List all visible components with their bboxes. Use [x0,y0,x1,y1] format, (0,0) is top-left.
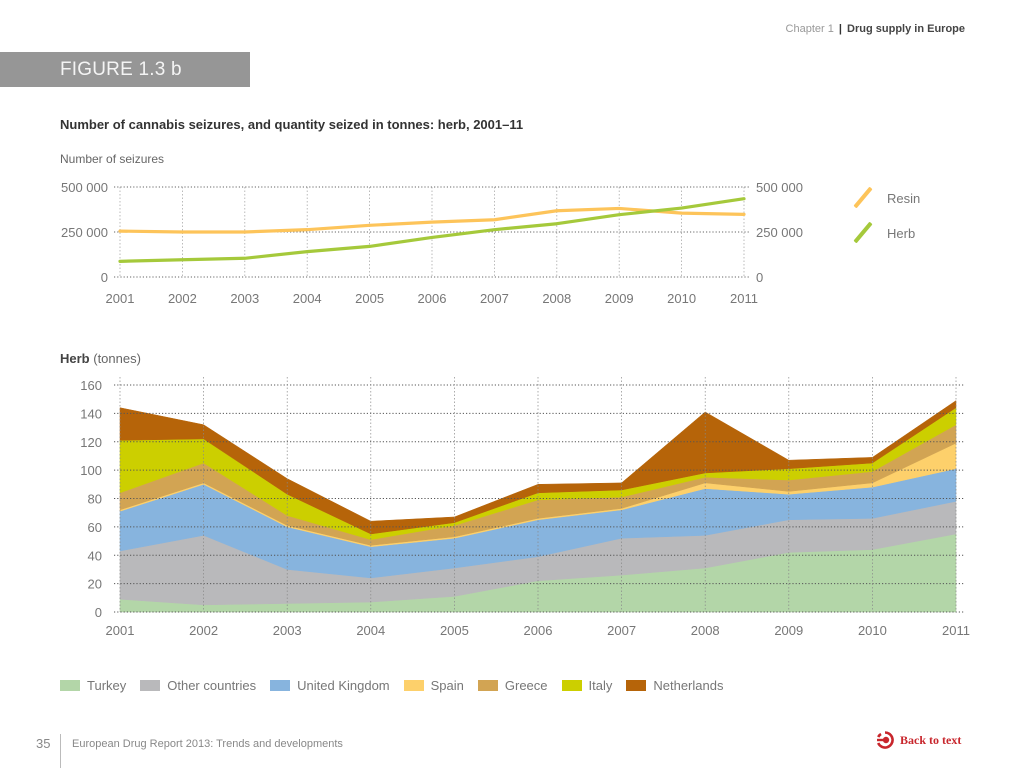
legend-label-italy: Italy [588,678,613,693]
top-x-tick-label: 2007 [480,291,509,306]
legend-label-spain: Spain [430,678,464,693]
bottom-x-tick-label: 2005 [440,623,469,638]
top-x-tick-label: 2006 [418,291,447,306]
chapter-header: Chapter 1 | Drug supply in Europe [786,23,965,35]
bottom-x-tick-label: 2007 [607,623,636,638]
top-chart-legend: Resin Herb [853,182,975,252]
legend-swatch-resin [853,186,873,209]
legend-swatch-netherlands [626,680,647,691]
top-x-tick-label: 2011 [730,291,758,306]
legend-label-turkey: Turkey [87,678,127,693]
legend-item-italy: Italy [561,678,613,693]
report-title: European Drug Report 2013: Trends and de… [72,738,343,750]
legend-swatch-herb [853,221,873,244]
seizures-line-chart: 2001 2002 2003 2004 2005 2006 2007 2008 2009 2010… [61,180,803,306]
legend-swatch-united-kingdom [270,680,291,691]
top-x-tick-label: 2008 [542,291,571,306]
legend-item-spain: Spain [403,678,464,693]
bottom-chart-title: Herb (tonnes) [60,351,141,366]
bottom-x-tick-label: 2008 [691,623,720,638]
series-line-herb [118,197,746,263]
top-x-tick-label: 2009 [605,291,634,306]
bottom-x-tick-label: 2006 [524,623,553,638]
top-x-tick-label: 2001 [106,291,135,306]
legend-item-turkey: Turkey [60,678,126,693]
legend-label-netherlands: Netherlands [653,678,724,693]
legend-item-united-kingdom: United Kingdom [270,678,390,693]
legend-label-other-countries: Other countries [167,678,257,693]
top-chart-y-title: Number of seizures [60,152,165,166]
top-x-tick-label: 2004 [293,291,322,306]
bottom-chart-title-bold: Herb [60,351,90,366]
top-y-tick-label-right: 250 000 [756,225,803,240]
top-y-tick-label-left: 500 000 [61,180,108,195]
top-x-tick-label: 2010 [667,291,696,306]
bottom-y-tick-label: 0 [95,605,102,620]
bottom-x-tick-label: 2002 [189,623,218,638]
top-x-tick-label: 2002 [168,291,197,306]
chapter-separator: | [838,23,842,35]
bottom-y-tick-label: 80 [88,492,102,507]
legend-swatch-other-countries [140,680,161,691]
figure-label: FIGURE 1.3 b [60,59,182,80]
page-number: 35 [36,736,51,751]
bottom-y-tick-label: 20 [88,577,102,592]
legend-item-herb: Herb [853,217,975,252]
top-y-tick-label-left: 0 [101,270,108,285]
legend-label-united-kingdom: United Kingdom [297,678,390,693]
legend-label-greece: Greece [504,678,548,693]
bottom-x-tick-label: 2010 [858,623,887,638]
legend-swatch-italy [561,680,582,691]
chapter-label: Chapter 1 [785,23,834,35]
chapter-name: Drug supply in Europe [847,23,965,35]
legend-swatch-spain [403,680,424,691]
bottom-chart-legend: Turkey Other countries United Kingdom Spain… [60,678,737,693]
back-to-text-label: Back to text [900,732,962,747]
legend-item-resin: Resin [853,182,975,217]
top-x-tick-label: 2005 [355,291,384,306]
bottom-y-tick-label: 60 [88,520,102,535]
bottom-y-tick-label: 40 [88,548,102,563]
bottom-x-tick-label: 2003 [273,623,302,638]
bottom-y-tick-label: 100 [80,463,102,478]
top-y-tick-label-left: 250 000 [61,225,108,240]
figure-banner: FIGURE 1.3 b [0,52,250,87]
chart-title: Number of cannabis seizures, and quantit… [60,117,524,132]
bottom-x-tick-label: 2011 [942,623,970,638]
bottom-y-tick-label: 120 [80,435,102,450]
top-y-tick-label-right: 0 [756,270,763,285]
bottom-x-tick-label: 2004 [356,623,385,638]
top-x-tick-label: 2003 [230,291,259,306]
bottom-y-tick-label: 140 [80,406,102,421]
area-netherlands [119,400,957,535]
footer-divider [60,734,61,768]
back-arrow-circle-icon [877,731,894,749]
legend-item-greece: Greece [477,678,548,693]
legend-label-herb: Herb [887,226,916,241]
back-to-text-link[interactable]: Back to text [876,731,961,749]
top-y-tick-label-right: 500 000 [756,180,803,195]
legend-swatch-greece [477,680,498,691]
bottom-chart-title-rest: (tonnes) [89,351,141,366]
legend-item-other-countries: Other countries [140,678,256,693]
legend-item-netherlands: Netherlands [626,678,723,693]
series-line-resin [118,206,746,234]
bottom-x-tick-label: 2001 [106,623,135,638]
legend-label-resin: Resin [887,191,921,206]
bottom-x-tick-label: 2009 [774,623,803,638]
bottom-y-tick-label: 160 [80,378,102,393]
legend-swatch-turkey [60,680,80,691]
herb-stacked-area-chart: 0 20 40 60 80 100 120 140 160 2001 2002 2003 2004 200… [80,377,970,638]
